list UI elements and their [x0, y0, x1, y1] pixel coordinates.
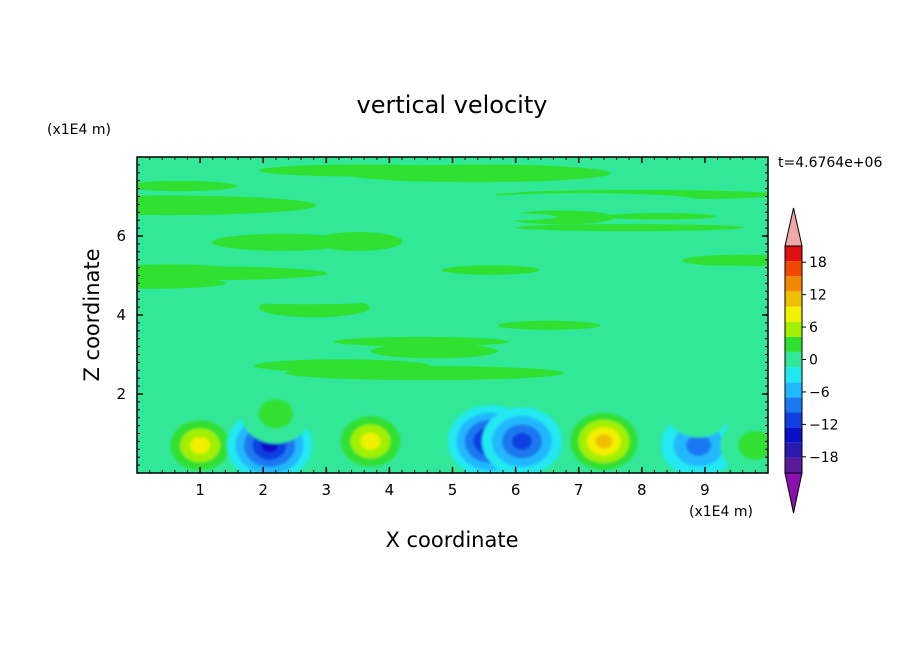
x-tick-label: 2	[258, 481, 268, 499]
x-tick-label: 9	[700, 481, 710, 499]
colorbar-segment	[785, 382, 802, 398]
colorbar-segment	[785, 246, 802, 262]
texture-band	[446, 245, 694, 255]
data-feature	[561, 405, 647, 473]
texture-band	[682, 254, 768, 267]
colorbar: 18 12 6 0 −6 −12 −18	[784, 207, 839, 514]
data-features	[160, 382, 768, 473]
texture-band	[370, 343, 498, 359]
colorbar-tick-label: −18	[809, 450, 839, 466]
data-feature	[666, 382, 732, 438]
plot-area	[137, 157, 768, 473]
data-feature	[481, 407, 562, 473]
minor-ticks	[136, 156, 769, 474]
colorbar-tick-label: −6	[809, 385, 830, 401]
y-tick-label: 2	[116, 385, 126, 403]
texture-band	[353, 268, 453, 288]
time-label: t=4.6764e+06	[778, 155, 882, 171]
colorbar-tick-label: 6	[809, 320, 818, 336]
y-tick-label: 6	[116, 227, 126, 245]
y-ticks: 2 4 6	[116, 227, 768, 403]
data-feature	[330, 407, 411, 473]
texture-band	[353, 188, 524, 195]
texture-band	[137, 180, 238, 192]
x-tick-label: 5	[448, 481, 458, 499]
texture-band	[137, 199, 248, 207]
colorbar-tick-label: 12	[809, 288, 827, 304]
colorbar-segment	[785, 367, 802, 383]
x-tick-label: 6	[511, 481, 521, 499]
texture-band	[137, 264, 239, 278]
feature-contour	[595, 434, 613, 449]
colorbar-tick-label: 18	[809, 255, 827, 271]
texture-band	[334, 285, 495, 300]
feature-contour	[686, 434, 712, 456]
texture-band	[507, 210, 615, 225]
texture-band	[516, 224, 744, 232]
colorbar-segment	[785, 276, 802, 292]
colorbar-segment	[785, 427, 802, 443]
x-tick-label: 3	[322, 481, 332, 499]
x-tick-label: 8	[637, 481, 647, 499]
texture-band	[211, 233, 353, 251]
y-tick-label: 4	[116, 306, 126, 324]
colorbar-over-arrow	[784, 207, 803, 247]
texture-band	[227, 297, 385, 305]
chart-title: vertical velocity	[357, 91, 548, 119]
colorbar-segment	[785, 261, 802, 277]
colorbar-segment	[785, 351, 802, 368]
texture-band	[341, 164, 611, 183]
colorbar-segment	[785, 442, 802, 458]
colorbar-tick-label: −12	[809, 417, 839, 433]
texture-band	[442, 265, 540, 275]
data-feature	[240, 384, 311, 444]
x-tick-label: 7	[574, 481, 584, 499]
texture-band	[605, 213, 717, 220]
feature-contour	[190, 436, 211, 454]
feature-contour	[360, 432, 381, 450]
x-ticks: 1 2 3 4 5 6 7 8 9	[195, 157, 710, 499]
colorbar-segment	[785, 397, 802, 413]
x-axis-units: (x1E4 m)	[689, 504, 753, 520]
y-axis-units: (x1E4 m)	[47, 122, 111, 138]
data-feature	[160, 411, 241, 473]
texture-band	[497, 320, 601, 330]
texture-bands	[137, 164, 768, 381]
texture-band	[592, 265, 768, 278]
texture-band	[464, 193, 702, 209]
texture-band	[137, 277, 227, 289]
colorbar-segment	[785, 412, 802, 428]
colorbar-segment	[785, 457, 802, 473]
feature-contour	[737, 430, 768, 461]
colorbar-tick-label: 0	[809, 353, 818, 369]
colorbar-segment	[785, 336, 802, 352]
colorbar-segment	[785, 291, 802, 307]
texture-band	[152, 313, 288, 331]
data-feature	[720, 415, 768, 473]
colorbar-segment	[785, 321, 802, 337]
texture-band	[407, 212, 557, 221]
feature-contour	[511, 432, 532, 450]
feature-contour	[666, 382, 732, 438]
y-axis-label: Z coordinate	[80, 248, 104, 381]
x-tick-label: 1	[195, 481, 205, 499]
colorbar-under-arrow	[784, 472, 803, 514]
texture-band	[583, 360, 768, 377]
colorbar-segment	[785, 306, 802, 322]
x-axis-label: X coordinate	[385, 528, 518, 552]
texture-band	[285, 365, 565, 381]
feature-contour	[258, 398, 294, 429]
x-tick-label: 4	[385, 481, 395, 499]
texture-band	[333, 336, 510, 347]
